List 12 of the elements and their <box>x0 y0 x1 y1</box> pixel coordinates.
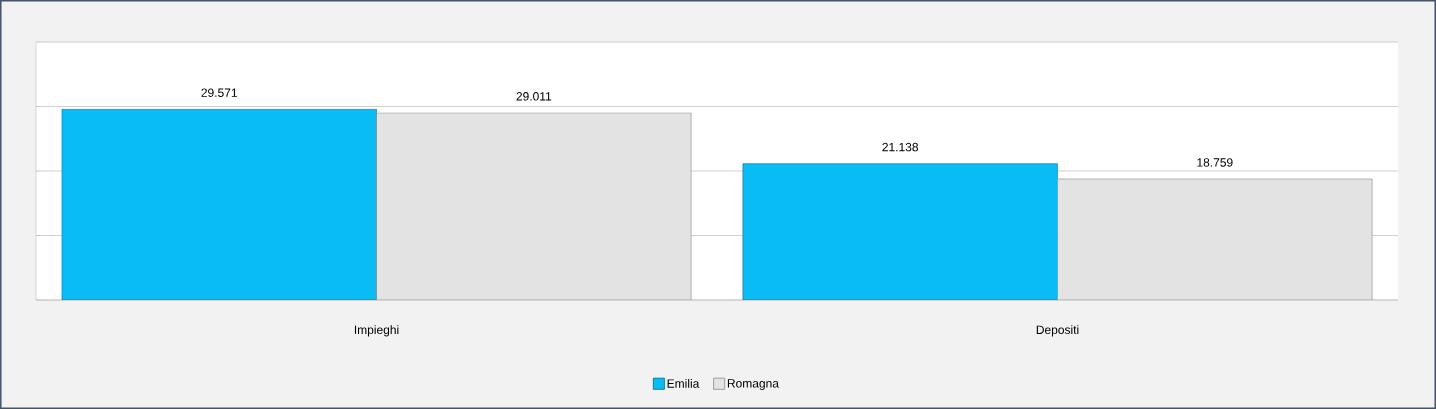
bar <box>61 108 377 300</box>
legend-label: Romagna <box>727 379 779 390</box>
bar <box>742 163 1058 300</box>
bar <box>376 112 692 300</box>
legend-label: Emilia <box>667 379 700 388</box>
data-label: 29.571 <box>201 88 237 97</box>
data-label: 21.138 <box>882 142 919 152</box>
x-tick-label: Depositi <box>1036 325 1079 337</box>
data-label: 18.759 <box>1197 158 1233 167</box>
bar <box>1057 178 1373 300</box>
x-tick-label: Impieghi <box>354 325 399 337</box>
data-label: 29.011 <box>516 92 552 101</box>
